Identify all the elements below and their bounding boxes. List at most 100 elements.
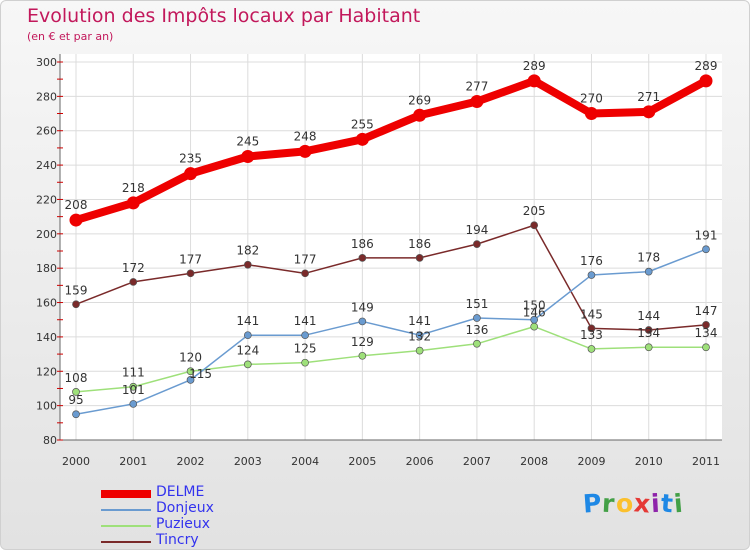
data-point-puzieux [72, 388, 80, 396]
data-point-tincry [129, 278, 138, 286]
data-label-delme: 289 [695, 59, 718, 73]
data-point-puzieux [415, 346, 424, 355]
data-label-tincry: 177 [179, 252, 202, 266]
y-tick-label: 140 [36, 331, 57, 344]
legend-label: Puzieux [156, 516, 211, 532]
data-label-donjeux: 141 [294, 314, 317, 328]
data-label-puzieux: 136 [465, 323, 488, 337]
data-label-delme: 277 [465, 80, 488, 94]
y-tick-label: 80 [43, 434, 57, 447]
data-label-tincry: 182 [236, 244, 259, 258]
y-tick-label: 120 [36, 365, 57, 378]
data-label-delme: 270 [580, 92, 603, 106]
data-label-tincry: 172 [122, 261, 145, 275]
x-tick-label: 2003 [234, 455, 262, 468]
data-point-donjeux [301, 331, 309, 340]
data-point-donjeux [186, 376, 195, 384]
data-point-delme [69, 213, 83, 227]
x-tick-label: 2005 [348, 455, 376, 468]
data-point-donjeux [587, 271, 596, 279]
data-point-donjeux [644, 267, 653, 276]
legend-label: Tincry [156, 532, 199, 548]
data-point-delme [355, 132, 369, 146]
data-label-donjeux: 101 [122, 383, 145, 397]
data-point-tincry [72, 300, 80, 309]
data-point-donjeux [243, 331, 252, 340]
data-point-puzieux [243, 360, 252, 369]
chart-legend: DELME Donjeux Puzieux Tincry [101, 484, 321, 549]
logo-letter: r [601, 488, 617, 519]
data-label-donjeux: 191 [695, 228, 718, 242]
data-point-tincry [702, 321, 710, 329]
proxiti-logo: Proxiti [582, 488, 685, 519]
data-label-delme: 269 [408, 93, 431, 107]
x-tick-label: 2000 [62, 455, 90, 468]
legend-item-tincry: Tincry [101, 532, 321, 549]
data-point-delme [126, 196, 140, 210]
data-point-puzieux [473, 339, 481, 348]
legend-item-puzieux: Puzieux [101, 516, 321, 533]
data-point-puzieux [358, 351, 367, 360]
y-tick-label: 100 [36, 400, 57, 413]
data-label-delme: 245 [236, 135, 259, 149]
data-label-donjeux: 151 [465, 297, 488, 311]
legend-item-donjeux: Donjeux [101, 500, 321, 517]
data-point-puzieux [301, 358, 309, 367]
data-point-donjeux [530, 315, 539, 324]
data-label-donjeux: 150 [523, 299, 546, 313]
data-label-puzieux: 146 [523, 306, 546, 320]
legend-item-delme: DELME [101, 484, 321, 501]
series-line-puzieux [75, 325, 706, 393]
x-tick-label: 2008 [520, 455, 548, 468]
data-point-tincry [358, 254, 367, 262]
y-tick-label: 280 [36, 90, 57, 103]
data-point-puzieux [129, 382, 138, 391]
data-label-delme: 255 [351, 117, 374, 131]
logo-letter: o [615, 488, 635, 519]
data-label-delme: 235 [179, 152, 202, 166]
data-point-tincry [415, 254, 424, 262]
data-point-donjeux [702, 245, 710, 254]
series-line-tincry [75, 224, 707, 331]
logo-letter: i [672, 488, 685, 519]
data-point-tincry [587, 324, 596, 333]
legend-swatch [101, 509, 151, 511]
data-label-tincry: 186 [351, 237, 374, 251]
data-label-delme: 218 [122, 181, 145, 195]
data-point-donjeux [129, 400, 138, 408]
data-point-puzieux [644, 343, 653, 352]
data-label-puzieux: 132 [408, 330, 431, 344]
data-label-puzieux: 133 [580, 328, 603, 342]
legend-label: DELME [156, 484, 205, 500]
data-label-donjeux: 149 [351, 300, 374, 314]
y-tick-label: 240 [36, 159, 57, 172]
data-label-donjeux: 141 [236, 314, 259, 328]
data-label-delme: 271 [637, 90, 660, 104]
data-point-tincry [644, 326, 653, 334]
data-label-tincry: 144 [637, 309, 660, 323]
data-point-tincry [530, 221, 539, 230]
legend-label: Donjeux [156, 500, 214, 516]
x-tick-label: 2011 [692, 455, 720, 468]
x-tick-label: 2006 [406, 455, 434, 468]
legend-swatch [101, 490, 151, 498]
data-point-puzieux [186, 367, 195, 376]
series-line-delme [74, 76, 708, 224]
data-point-delme [298, 144, 312, 158]
chart-subtitle: (en € et par an) [27, 30, 114, 43]
data-point-puzieux [530, 322, 539, 331]
data-label-puzieux: 124 [236, 343, 259, 357]
data-point-tincry [186, 269, 195, 278]
data-point-donjeux [358, 317, 367, 326]
data-label-tincry: 186 [408, 237, 431, 251]
data-point-tincry [301, 269, 309, 278]
series-line-donjeux [75, 248, 707, 415]
x-tick-label: 2010 [635, 455, 663, 468]
logo-letter: P [582, 488, 604, 519]
data-label-tincry: 194 [465, 223, 488, 237]
data-point-delme [584, 107, 598, 121]
legend-swatch [101, 541, 151, 543]
data-label-tincry: 159 [65, 283, 88, 297]
data-point-delme [241, 150, 255, 163]
